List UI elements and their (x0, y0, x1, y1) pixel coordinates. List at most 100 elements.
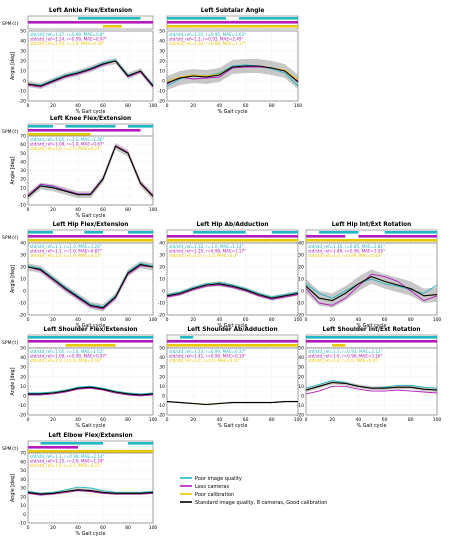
plot-frame (166, 242, 299, 316)
spm-significance-bar (128, 125, 153, 128)
series-line-standard (166, 401, 298, 406)
spm-significance-bar (103, 25, 122, 28)
x-tick-label: 20 (50, 103, 56, 109)
y-tick-label: -20 (158, 313, 165, 319)
x-tick-label: 100 (149, 525, 158, 531)
stats-label: std/std_ref=1.0, r=1.0, MAE=0.15° (30, 463, 102, 468)
x-tick-label: 80 (408, 317, 414, 323)
series-line-standard (27, 264, 154, 309)
y-tick-label: 60 (20, 142, 26, 148)
stats-label: std/std_ref=1.1, r=0.99, MAE=2.14° (30, 454, 105, 459)
legend-label: Standard image quality, 8 cameras, Good … (195, 500, 327, 506)
spm-significance-bar (306, 239, 437, 242)
stats-label: std/std_ref=1.6, r=0.96, MAE=3.16° (308, 354, 383, 359)
y-tick-label: 0 (301, 393, 304, 399)
x-tick-label: 0 (305, 317, 308, 323)
spm-significance-bar (167, 239, 298, 242)
y-axis-label: Angle [deg] (10, 367, 16, 395)
series-line-poor-image (27, 486, 154, 494)
series-line-poor-image (166, 282, 299, 298)
y-tick-label: -10 (158, 301, 165, 307)
x-tick-label: 60 (100, 103, 106, 109)
y-tick-label: 10 (159, 277, 165, 283)
x-axis-label: % Gait cycle (357, 323, 387, 329)
panel-title: Left Shoulder Ab/Adduction (187, 327, 277, 333)
spm-significance-bar (271, 231, 298, 234)
y-tick-label: 50 (20, 468, 26, 474)
spm-significance-bar (28, 21, 153, 24)
y-tick-label: 40 (159, 39, 165, 45)
x-axis-label: % Gait cycle (218, 109, 248, 115)
panel-3: Left Knee Flex/ExtensionSPM{t}-100102030… (2, 116, 157, 219)
spm-significance-bar (128, 231, 153, 234)
y-tick-label: -20 (158, 99, 165, 105)
x-tick-label: 60 (243, 417, 249, 423)
y-tick-label: 70 (20, 134, 26, 140)
y-axis-label: Angle [deg] (10, 52, 16, 80)
y-tick-label: 0 (301, 289, 304, 295)
y-tick-label: 10 (20, 277, 26, 283)
stats-label: std/std_ref=1.2, r=1.0, MAE=0.87° (30, 249, 102, 254)
x-axis-label: % Gait cycle (76, 109, 106, 115)
x-tick-label: 100 (149, 317, 158, 323)
x-axis-label: % Gait cycle (76, 531, 106, 537)
x-tick-label: 0 (27, 317, 30, 323)
spm-significance-bar (28, 235, 153, 238)
series-line-standard (166, 65, 299, 84)
y-tick-label: 40 (159, 241, 165, 247)
y-tick-label: -20 (19, 413, 26, 419)
y-tick-label: -20 (19, 99, 26, 105)
series-line-poor-image (27, 262, 154, 308)
panel-title: Left Shoulder Int/Ext Rotation (323, 327, 421, 333)
variability-band (167, 281, 298, 301)
x-tick-label: 20 (190, 103, 196, 109)
series-line-less-cameras (305, 273, 438, 306)
x-tick-label: 60 (243, 317, 249, 323)
spm-significance-bar (384, 231, 437, 234)
panel-5: Left Hip Ab/Adduction -20 -10 0 10 20 30 40 0 20 4… (158, 222, 303, 329)
spm-significance-bar (358, 235, 437, 238)
panel-title: Left Ankle Flex/Extension (49, 8, 132, 14)
series-line-standard (166, 283, 299, 299)
series-line-less-cameras (166, 284, 299, 300)
x-tick-label: 80 (125, 207, 131, 213)
x-tick-label: 20 (190, 417, 196, 423)
x-tick-label: 40 (356, 317, 362, 323)
panel-title: Left Subtalar Angle (201, 8, 265, 14)
x-tick-label: 0 (27, 207, 30, 213)
spm-significance-bar (306, 336, 437, 339)
y-tick-label: 50 (20, 151, 26, 157)
y-tick-label: 0 (23, 512, 26, 518)
y-tick-label: -10 (19, 301, 26, 307)
y-tick-label: 0 (23, 194, 26, 200)
y-tick-label: 30 (20, 365, 26, 371)
legend-label: Poor calibration (195, 492, 234, 498)
stats-label: std/std_ref=1.0, r=1.0, MAE=0.12° (169, 358, 241, 363)
series-line-poor-image (27, 59, 154, 86)
spm-significance-bar (84, 231, 103, 234)
spm-significance-bar (28, 336, 153, 339)
x-tick-label: 0 (27, 103, 30, 109)
spm-significance-bar (40, 442, 103, 445)
x-tick-label: 60 (100, 417, 106, 423)
x-tick-label: 40 (217, 317, 223, 323)
x-tick-label: 20 (329, 417, 335, 423)
panel-9: Left Shoulder Int/Ext Rotation -20 -10 0 10 2… (297, 327, 442, 429)
y-tick-label: 40 (20, 159, 26, 165)
y-tick-label: -10 (297, 301, 304, 307)
panel-8: Left Shoulder Ab/Adduction -20 -10 0 10 20 30 4… (158, 327, 303, 429)
x-tick-label: 80 (269, 417, 275, 423)
y-tick-label: 30 (298, 365, 304, 371)
x-axis-label: % Gait cycle (76, 423, 106, 429)
y-tick-label: 20 (20, 59, 26, 65)
y-tick-label: 10 (20, 185, 26, 191)
y-tick-label: 20 (20, 374, 26, 380)
x-tick-label: 80 (269, 103, 275, 109)
stats-label: std/std_ref=1.0, r=0.99, MAE=0.43° (308, 253, 383, 258)
spm-label: SPM{t} (2, 129, 19, 135)
spm-significance-bar (332, 344, 346, 347)
panel-1: Left Ankle Flex/Extension SPM{t} -20 -10 0 10… (2, 8, 157, 115)
stats-label: std/std_ref=1.0, r=1.0, MAE=0.2° (169, 253, 238, 258)
x-tick-label: 100 (294, 103, 303, 109)
